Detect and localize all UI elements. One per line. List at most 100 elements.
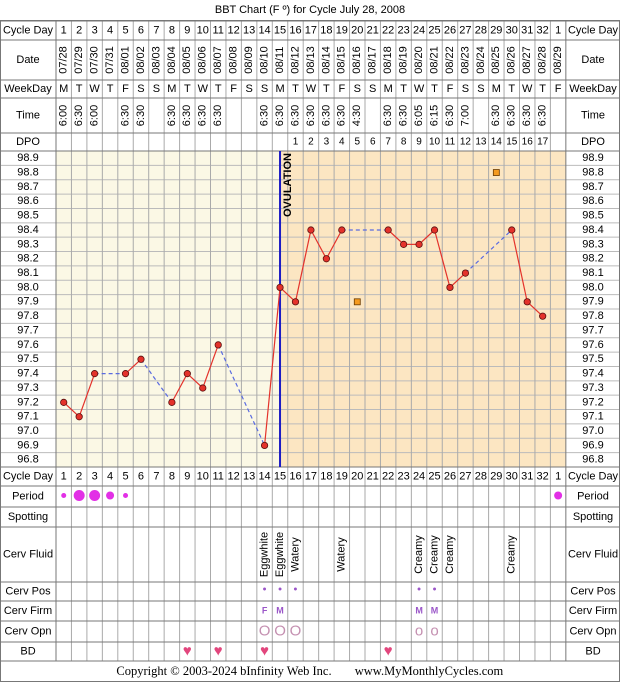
cycle-day: 8 bbox=[169, 470, 175, 482]
date: 08/29 bbox=[552, 46, 564, 74]
weekday: S bbox=[462, 83, 469, 95]
temp-point bbox=[291, 298, 300, 306]
weekday: F bbox=[555, 83, 562, 95]
date: 07/31 bbox=[104, 46, 116, 74]
y-tick-label-right: 97.8 bbox=[582, 310, 603, 322]
date: 08/20 bbox=[413, 46, 425, 74]
cycle-day: 10 bbox=[197, 24, 209, 36]
line-segment bbox=[433, 229, 451, 288]
cycle-day: 5 bbox=[122, 470, 128, 482]
date: 08/09 bbox=[243, 46, 255, 74]
cycle-day: 25 bbox=[428, 24, 440, 36]
dpo: 17 bbox=[537, 137, 549, 148]
ovulation-label: OVULATION bbox=[282, 153, 294, 217]
weekday: T bbox=[539, 83, 546, 95]
site: www.MyMonthlyCycles.com bbox=[355, 664, 504, 678]
cycle-day: 12 bbox=[228, 24, 240, 36]
row-label-right: DPO bbox=[581, 136, 605, 148]
cerv-fluid: Creamy bbox=[428, 535, 440, 574]
cycle-day: 2 bbox=[76, 24, 82, 36]
cerv-firm: M bbox=[276, 605, 284, 615]
time: 6:30 bbox=[444, 105, 456, 126]
discarded-temp bbox=[492, 169, 500, 176]
cycle-day: 4 bbox=[107, 24, 113, 36]
y-tick-label: 97.1 bbox=[17, 411, 38, 423]
date: 08/12 bbox=[289, 46, 301, 74]
weekday: W bbox=[522, 83, 533, 95]
date: 08/11 bbox=[274, 47, 286, 74]
weekday: T bbox=[292, 83, 299, 95]
temp-point bbox=[183, 370, 191, 378]
date: 07/29 bbox=[73, 46, 85, 74]
date: 08/16 bbox=[351, 46, 363, 74]
cerv-pos: • bbox=[433, 583, 437, 595]
interpolated-segment bbox=[465, 229, 513, 274]
date: 08/27 bbox=[521, 46, 533, 74]
y-tick-label: 98.9 bbox=[17, 152, 38, 164]
cycle-day: 32 bbox=[537, 24, 549, 36]
cerv-fluid: Creamy bbox=[444, 535, 456, 574]
cycle-day: 7 bbox=[153, 470, 159, 482]
line-segment bbox=[294, 229, 312, 302]
y-tick-label: 97.6 bbox=[17, 339, 38, 351]
cycle-day: 5 bbox=[122, 24, 128, 36]
row-label-right: Cerv Pos bbox=[570, 585, 616, 597]
time: 6:30 bbox=[506, 105, 518, 126]
y-tick-label: 97.7 bbox=[17, 324, 38, 336]
dpo: 14 bbox=[491, 137, 503, 148]
date: 08/15 bbox=[336, 46, 348, 74]
date: 08/04 bbox=[166, 46, 178, 74]
cerv-fluid: Eggwhite bbox=[274, 532, 286, 577]
cerv-opn: O bbox=[259, 622, 271, 639]
temp-point bbox=[430, 226, 439, 234]
cerv-opn: o bbox=[415, 622, 423, 639]
cerv-pos: • bbox=[278, 583, 282, 595]
weekday: F bbox=[230, 83, 237, 95]
row-label-right: Cycle Day bbox=[568, 24, 619, 36]
row-label: Period bbox=[12, 490, 44, 502]
chart-title: BBT Chart (F º) for Cycle July 28, 2008 bbox=[215, 4, 405, 16]
row-label: DPO bbox=[16, 136, 40, 148]
weekday: T bbox=[400, 83, 407, 95]
cerv-fluid: Eggwhite bbox=[258, 532, 270, 577]
y-tick-label: 97.9 bbox=[17, 296, 38, 308]
y-tick-label-right: 97.9 bbox=[582, 296, 603, 308]
weekday: W bbox=[198, 83, 209, 95]
weekday: T bbox=[431, 83, 438, 95]
row-label-right: Cerv Firm bbox=[569, 605, 617, 617]
temp-point bbox=[276, 283, 284, 292]
dpo: 15 bbox=[506, 137, 518, 148]
y-tick-label: 98.2 bbox=[17, 253, 38, 265]
row-label-right: Spotting bbox=[573, 511, 613, 523]
copyright: Copyright © 2003-2024 bInfinity Web Inc. bbox=[116, 664, 331, 678]
weekday: M bbox=[275, 83, 284, 95]
y-tick-label-right: 97.2 bbox=[582, 396, 603, 408]
cerv-opn: o bbox=[430, 622, 438, 639]
temp-point bbox=[523, 298, 531, 306]
y-tick-label-right: 97.4 bbox=[582, 368, 603, 380]
row-label: Cycle Day bbox=[3, 24, 54, 36]
cycle-day: 9 bbox=[184, 24, 190, 36]
cycle-day: 1 bbox=[61, 470, 67, 482]
dpo: 6 bbox=[370, 137, 376, 148]
y-tick-label: 98.1 bbox=[17, 267, 38, 279]
date: 08/03 bbox=[150, 46, 162, 74]
y-tick-label-right: 98.2 bbox=[582, 253, 603, 265]
weekday: F bbox=[122, 83, 129, 95]
y-tick-label: 97.0 bbox=[17, 425, 38, 437]
y-tick-label: 98.8 bbox=[17, 166, 38, 178]
discarded-temp bbox=[353, 298, 361, 306]
temp-point bbox=[168, 398, 176, 406]
dpo: 1 bbox=[293, 137, 299, 148]
period-dot bbox=[73, 490, 85, 501]
temp-point bbox=[137, 355, 145, 363]
dpo: 16 bbox=[522, 137, 534, 148]
temp-point bbox=[75, 413, 83, 421]
time: 6:30 bbox=[197, 105, 209, 126]
time: 6:00 bbox=[89, 105, 101, 126]
temp-point bbox=[121, 370, 130, 378]
cycle-day: 17 bbox=[305, 470, 317, 482]
date: 07/30 bbox=[89, 46, 101, 74]
y-tick-label-right: 98.1 bbox=[582, 267, 603, 279]
